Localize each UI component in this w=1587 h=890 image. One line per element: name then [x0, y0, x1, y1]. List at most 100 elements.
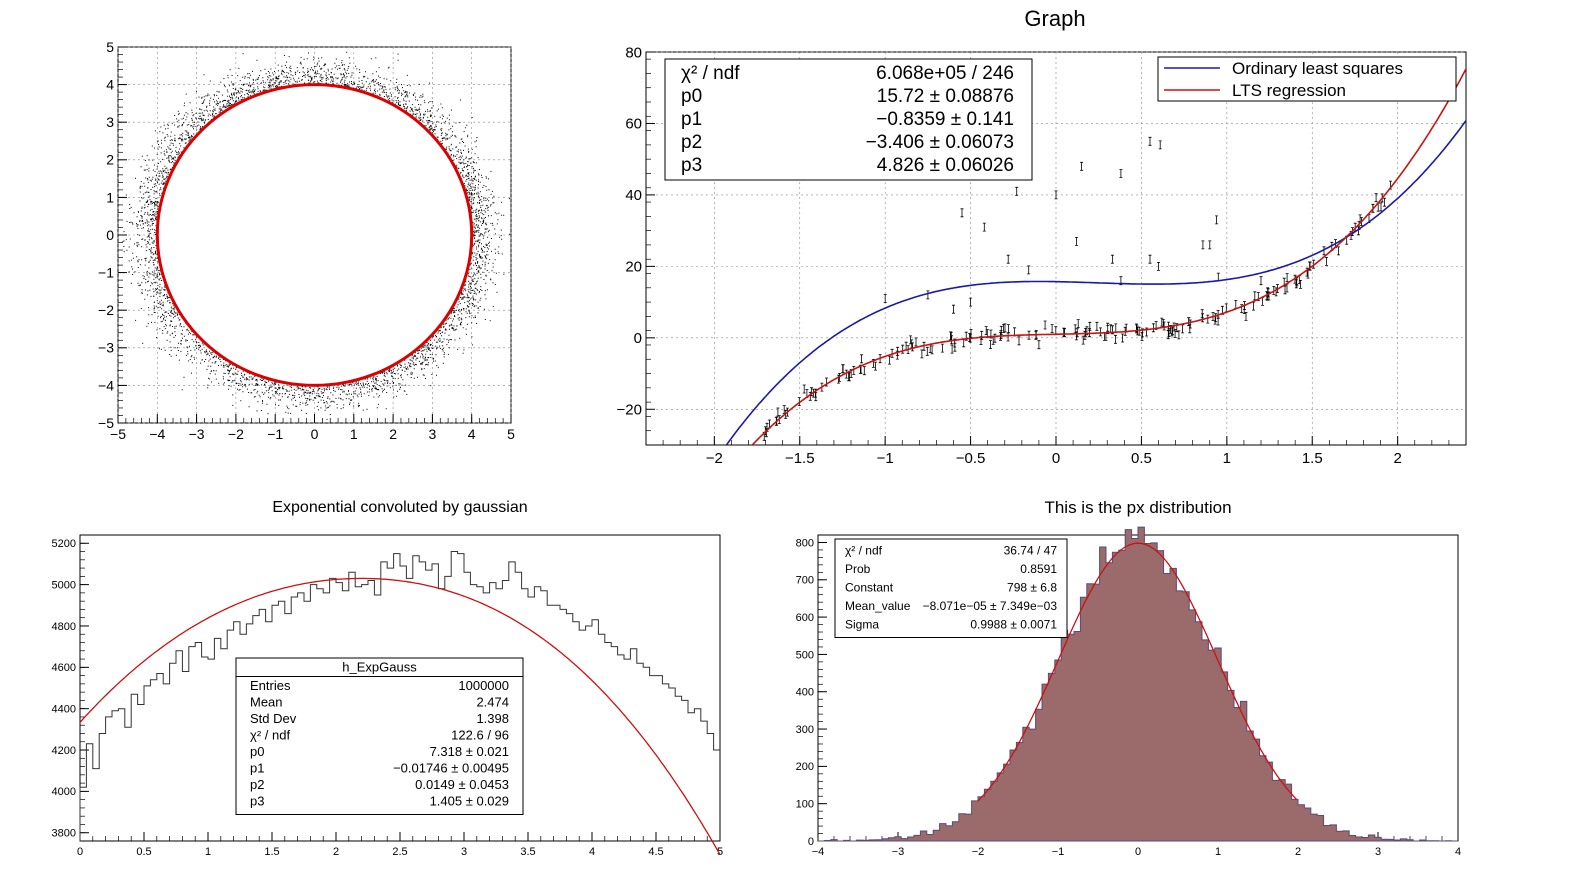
x-tick-label: 2 [1295, 846, 1301, 858]
stats-label: Prob [845, 562, 871, 576]
stats-label: χ² / ndf [250, 728, 290, 743]
stats-label: Entries [250, 678, 291, 693]
y-tick-label: 20 [625, 259, 642, 276]
stats-value: −0.01746 ± 0.00495 [393, 761, 509, 776]
y-tick-label: 600 [796, 612, 814, 624]
y-tick-label: 60 [625, 116, 642, 133]
stats-value: 7.318 ± 0.021 [430, 744, 509, 759]
x-tick-label: −5 [110, 426, 126, 442]
graph-lts-panel: −2 −1.5 −1 −0.5 0 0.5 1 1.5 2 −20 0 20 40 60 80 Graph χ²… [617, 6, 1467, 467]
x-tick-label: −1 [877, 450, 894, 467]
y-tick-label: 700 [796, 575, 814, 587]
stats-label: Constant [845, 581, 894, 595]
chart-title: This is the px distribution [1044, 498, 1231, 517]
y-tick-label: −1 [98, 265, 114, 281]
y-tick-label: 400 [796, 687, 814, 699]
y-tick-label: 1 [106, 189, 114, 205]
x-tick-label: −1.5 [785, 450, 815, 467]
x-tick-label: 4 [1455, 846, 1461, 858]
x-tick-label: −2 [228, 426, 244, 442]
circle-fit-panel: −5 −4 −3 −2 −1 0 1 2 3 4 5 −5 −4 −3 −2 −1 0 1 2 3 4 5 [98, 39, 515, 442]
x-tick-label: 0 [1052, 450, 1060, 467]
y-tick-label: 300 [796, 724, 814, 736]
y-tick-label: 2 [106, 152, 114, 168]
fit-curve [79, 577, 721, 855]
stats-value: 0.8591 [1020, 562, 1057, 576]
stats-value: 2.474 [476, 695, 509, 710]
x-tick-label: −1 [267, 426, 283, 442]
x-tick-label: 2 [333, 846, 339, 858]
x-tick-label: 0 [1135, 846, 1141, 858]
stats-value: 1000000 [458, 678, 509, 693]
x-tick-label: 2.5 [392, 846, 407, 858]
stats-box-title: h_ExpGauss [342, 660, 417, 675]
y-tick-label: 100 [796, 799, 814, 811]
stats-label: χ² / ndf [845, 544, 883, 558]
x-tick-label: 0.5 [1131, 450, 1152, 467]
x-tick-label: 3 [429, 426, 437, 442]
x-tick-label: −4 [812, 846, 825, 858]
exp-gauss-panel: 0 0.5 1 1.5 2 2.5 3 3.5 4 4.5 5 3800 4000 4200 4400 460… [52, 499, 724, 858]
histogram [79, 551, 720, 841]
x-tick-label: −0.5 [956, 450, 986, 467]
x-tick-label: −2 [706, 450, 723, 467]
y-tick-label: −5 [98, 415, 114, 431]
y-tick-label: 5000 [52, 579, 76, 591]
stats-value: 15.72 ± 0.08876 [877, 86, 1014, 107]
x-tick-label: 5 [507, 426, 515, 442]
x-tick-label: 1.5 [1302, 450, 1323, 467]
y-tick-label: 0 [106, 227, 114, 243]
x-tick-label: −3 [892, 846, 905, 858]
stats-value: 122.6 / 96 [451, 728, 509, 743]
y-tick-label: 500 [796, 649, 814, 661]
histogram [818, 526, 1458, 842]
x-tick-label: 0 [311, 426, 319, 442]
stats-label: p3 [681, 155, 702, 176]
stats-label: p0 [681, 86, 702, 107]
y-tick-label: 0 [634, 330, 642, 347]
stats-value: 6.068e+05 / 246 [876, 63, 1014, 84]
legend-entry: LTS regression [1232, 81, 1346, 100]
stats-box [664, 58, 1033, 181]
y-tick-label: 80 [625, 44, 642, 61]
stats-value: 1.398 [476, 711, 509, 726]
x-tick-label: −1 [1052, 846, 1065, 858]
y-tick-label: 5 [106, 39, 114, 55]
stats-label: Sigma [845, 618, 879, 632]
y-tick-label: −2 [98, 302, 114, 318]
x-tick-label: −2 [972, 846, 985, 858]
x-tick-label: 2 [389, 426, 397, 442]
y-tick-label: 4400 [52, 704, 76, 716]
x-tick-label: 0.5 [136, 846, 151, 858]
fit-circle [155, 83, 474, 387]
y-tick-label: 40 [625, 187, 642, 204]
x-tick-label: 4 [468, 426, 476, 442]
y-tick-label: 4 [106, 77, 114, 93]
stats-label: p2 [681, 132, 702, 153]
x-tick-label: −3 [189, 426, 205, 442]
stats-label: p1 [681, 109, 702, 130]
x-tick-label: 1.5 [264, 846, 279, 858]
stats-label: χ² / ndf [681, 63, 740, 84]
stats-value: −0.8359 ± 0.141 [876, 109, 1014, 130]
x-tick-label: 4 [589, 846, 595, 858]
x-tick-label: 1 [1223, 450, 1231, 467]
x-tick-label: 3.5 [520, 846, 535, 858]
x-tick-label: 4.5 [648, 846, 663, 858]
x-tick-label: 2 [1393, 450, 1401, 467]
stats-label: p0 [250, 744, 264, 759]
y-tick-label: 3800 [52, 828, 76, 840]
stats-label: p2 [250, 777, 264, 792]
stats-value: 4.826 ± 0.06026 [877, 155, 1014, 176]
stats-label: p3 [250, 794, 264, 809]
y-tick-label: 4200 [52, 745, 76, 757]
y-tick-label: 4600 [52, 662, 76, 674]
stats-label: Mean_value [845, 599, 911, 613]
x-tick-label: 3 [1375, 846, 1381, 858]
y-tick-label: 3 [106, 114, 114, 130]
y-tick-label: −20 [617, 402, 642, 419]
y-tick-label: 4000 [52, 786, 76, 798]
legend [1157, 56, 1457, 102]
fit-curve [977, 542, 1297, 802]
